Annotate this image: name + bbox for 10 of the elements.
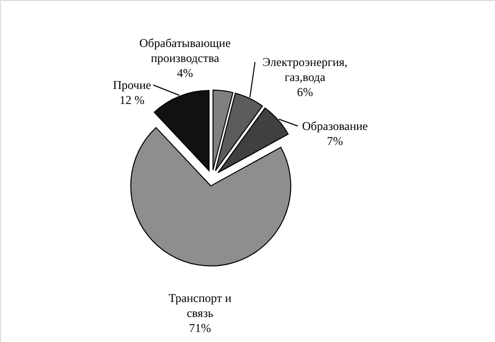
legend-label: Образование (302, 119, 368, 133)
data-label: 6% (297, 85, 313, 99)
data-label: 71% (189, 321, 211, 335)
slice-label: Транспорт и связь (168, 291, 232, 320)
slice-label: Электроэнергия, газ,вода (262, 55, 348, 84)
data-label: 7% (327, 134, 343, 148)
slice-label: Прочие (112, 78, 152, 92)
slice-label: Обрабатывающие производства (139, 36, 231, 65)
data-label: 12 % (120, 93, 144, 107)
data-label: 4% (177, 66, 193, 80)
